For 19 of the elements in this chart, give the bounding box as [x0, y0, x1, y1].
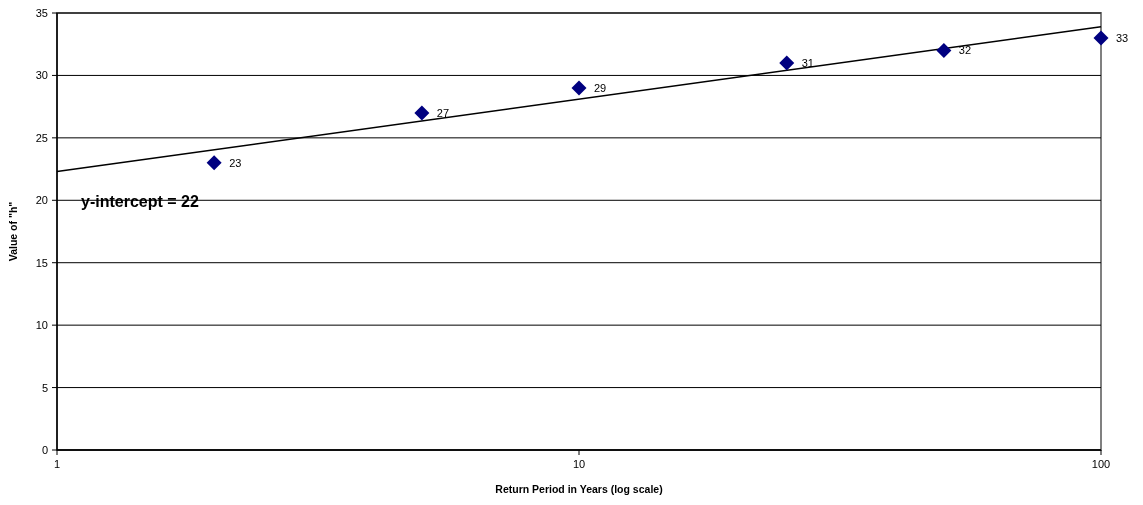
- y-tick-label: 15: [35, 256, 48, 269]
- y-tick-label: 5: [41, 381, 48, 394]
- y-tick-label: 20: [35, 194, 48, 207]
- y-tick-label: 0: [41, 444, 48, 456]
- x-tick-label: 1: [53, 458, 61, 470]
- y-tick-label: 10: [35, 319, 48, 332]
- data-label: 27: [436, 106, 450, 119]
- y-tick-label: 35: [35, 7, 48, 19]
- data-label: 23: [229, 156, 242, 169]
- data-label: 32: [958, 44, 972, 57]
- x-tick-label: 10: [572, 458, 586, 470]
- y-axis-title: Value of "h": [7, 201, 19, 262]
- data-label: 31: [801, 56, 814, 69]
- x-tick-label: 100: [1091, 458, 1111, 470]
- data-label: 33: [1116, 31, 1129, 44]
- x-axis-title: Return Period in Years (log scale): [495, 483, 663, 495]
- y-tick-label: 25: [35, 131, 48, 144]
- data-label: 29: [594, 81, 607, 94]
- y-tick-label: 30: [35, 69, 48, 82]
